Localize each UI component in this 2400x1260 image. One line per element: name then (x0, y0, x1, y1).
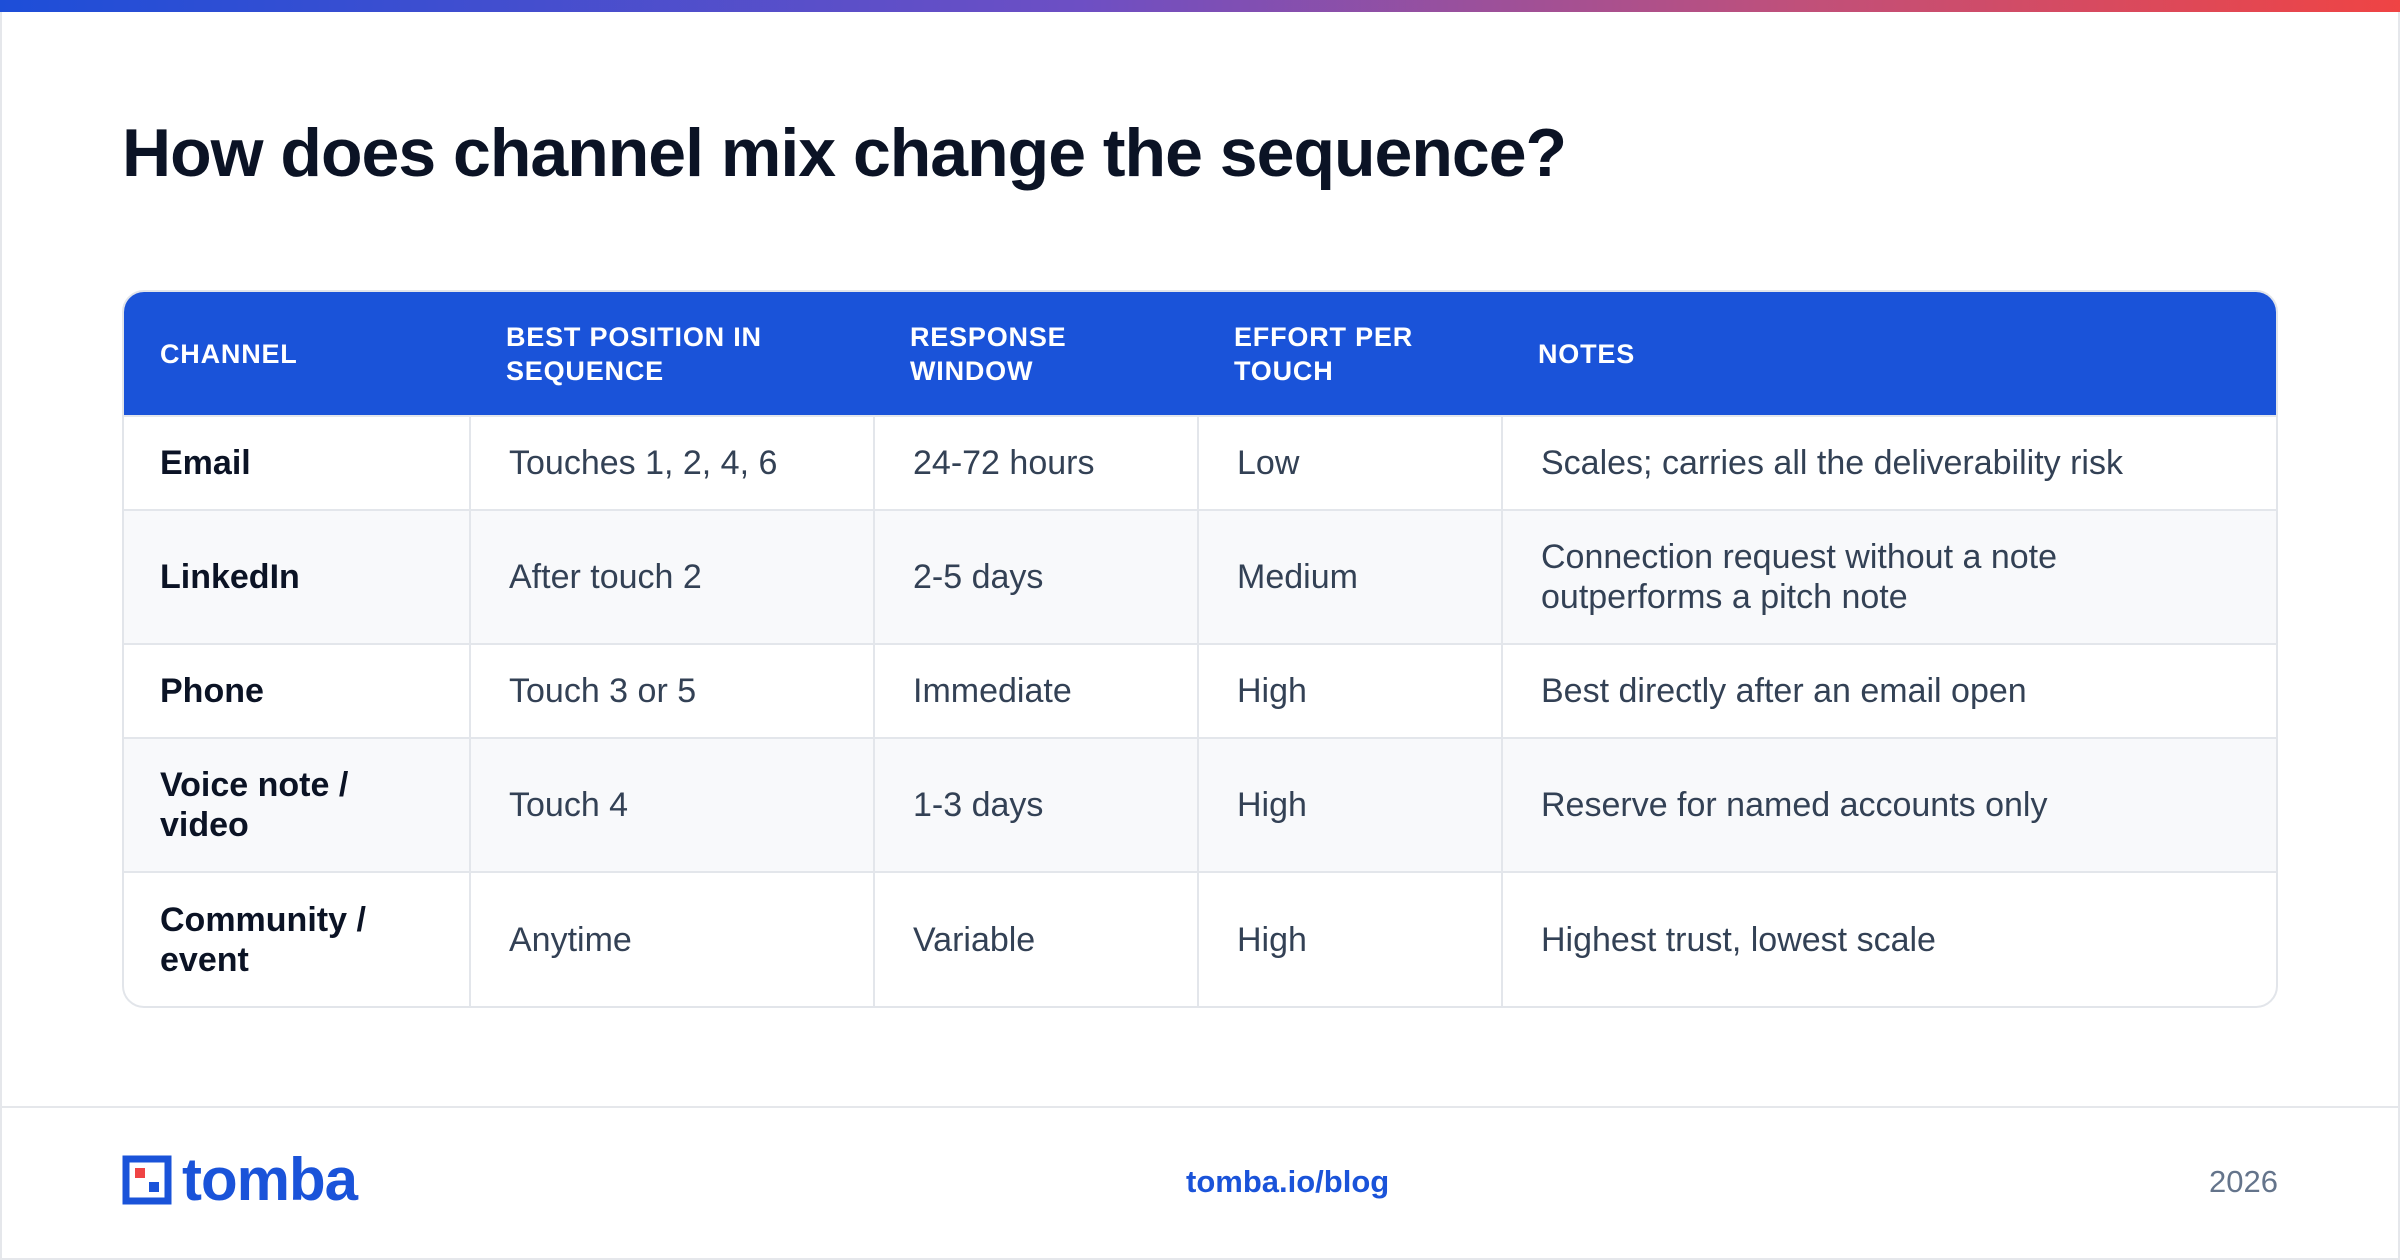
footer-divider (0, 1106, 2400, 1108)
table-header-row: CHANNEL BEST POSITION IN SEQUENCE RESPON… (124, 292, 2276, 416)
cell-effort: High (1197, 871, 1502, 1006)
cell-notes: Best directly after an email open (1501, 643, 2276, 738)
cell-position: Touch 3 or 5 (469, 643, 874, 738)
table-row: Email Touches 1, 2, 4, 6 24-72 hours Low… (124, 415, 2276, 510)
cell-channel: Voice note / video (124, 737, 470, 872)
cell-response: 1-3 days (873, 737, 1198, 872)
table-row: Phone Touch 3 or 5 Immediate High Best d… (124, 643, 2276, 738)
footer-year: 2026 (2209, 1164, 2278, 1199)
table-row: LinkedIn After touch 2 2-5 days Medium C… (124, 509, 2276, 644)
cell-effort: High (1197, 737, 1502, 872)
cell-response: 24-72 hours (873, 415, 1198, 510)
cell-position: After touch 2 (469, 509, 874, 644)
cell-response: Immediate (873, 643, 1198, 738)
table-row: Community / event Anytime Variable High … (124, 871, 2276, 1006)
tomba-logo-mark-icon (122, 1155, 172, 1205)
cell-effort: Medium (1197, 509, 1502, 644)
header-notes: NOTES (1538, 338, 1636, 369)
cell-position: Touch 4 (469, 737, 874, 872)
header-effort: EFFORT PER TOUCH (1234, 321, 1414, 386)
page-title: How does channel mix change the sequence… (122, 115, 1567, 191)
header-best-position: BEST POSITION IN SEQUENCE (506, 321, 762, 386)
cell-channel: Email (124, 415, 470, 510)
blog-link[interactable]: tomba.io/blog (1186, 1164, 1390, 1199)
cell-channel: Community / event (124, 871, 470, 1006)
tomba-logo[interactable]: tomba (122, 1146, 358, 1213)
cell-position: Anytime (469, 871, 874, 1006)
top-gradient-bar (0, 0, 2400, 12)
cell-response: Variable (873, 871, 1198, 1006)
cell-channel: LinkedIn (124, 509, 470, 644)
logo-text: tomba (182, 1146, 358, 1213)
cell-effort: High (1197, 643, 1502, 738)
cell-channel: Phone (124, 643, 470, 738)
cell-notes: Reserve for named accounts only (1501, 737, 2276, 872)
table-row: Voice note / video Touch 4 1-3 days High… (124, 737, 2276, 872)
header-response-window: RESPONSE WINDOW (910, 321, 1067, 386)
cell-effort: Low (1197, 415, 1502, 510)
cell-position: Touches 1, 2, 4, 6 (469, 415, 874, 510)
comparison-table: CHANNEL BEST POSITION IN SEQUENCE RESPON… (122, 290, 2278, 1008)
header-channel: CHANNEL (160, 338, 298, 369)
cell-response: 2-5 days (873, 509, 1198, 644)
cell-notes: Scales; carries all the deliverability r… (1501, 415, 2276, 510)
cell-notes: Highest trust, lowest scale (1501, 871, 2276, 1006)
cell-notes: Connection request without a note outper… (1501, 509, 2276, 644)
